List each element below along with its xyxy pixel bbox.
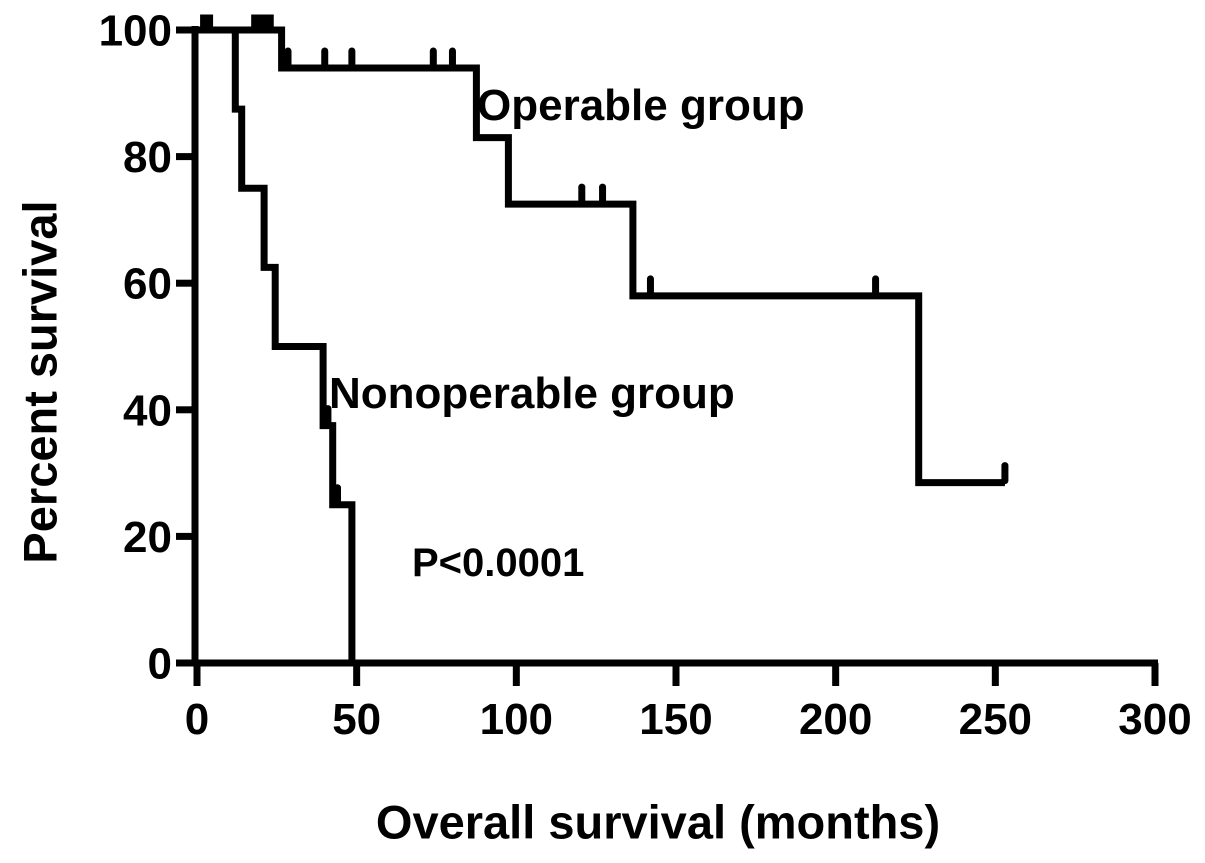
x-tick-label: 300 bbox=[1118, 695, 1191, 744]
censor-square bbox=[260, 14, 274, 32]
p-value-label: P<0.0001 bbox=[412, 541, 585, 585]
x-axis-title: Overall survival (months) bbox=[375, 795, 941, 849]
x-tick-label: 150 bbox=[639, 695, 712, 744]
operable-group-label: Operable group bbox=[477, 81, 805, 130]
x-tick-label: 250 bbox=[959, 695, 1032, 744]
y-axis-title: Percent survival bbox=[13, 200, 67, 564]
y-tick-label: 0 bbox=[148, 640, 172, 689]
y-tick-label: 20 bbox=[123, 513, 172, 562]
x-tick-label: 100 bbox=[480, 695, 553, 744]
x-tick-label: 0 bbox=[185, 695, 209, 744]
survival-curve-operable bbox=[197, 26, 1005, 487]
nonoperable-group-label: Nonoperable group bbox=[329, 369, 735, 418]
x-tick-label: 200 bbox=[799, 695, 872, 744]
y-tick-label: 60 bbox=[123, 260, 172, 309]
survival-curve-nonoperable bbox=[197, 26, 356, 663]
y-tick-label: 100 bbox=[99, 7, 172, 56]
x-tick-label: 50 bbox=[332, 695, 381, 744]
y-tick-label: 40 bbox=[123, 386, 172, 435]
y-tick-label: 80 bbox=[123, 133, 172, 182]
